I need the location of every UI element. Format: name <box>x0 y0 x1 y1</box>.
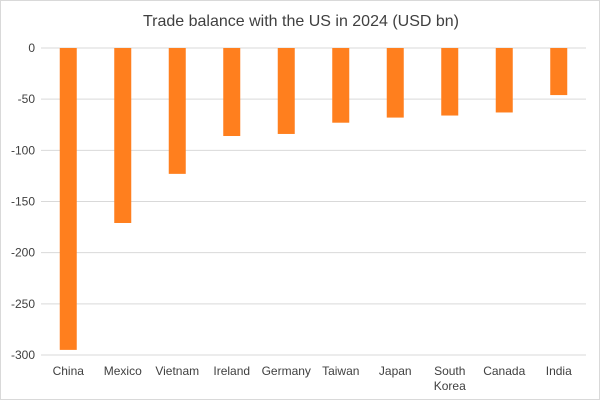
bar-mexico <box>114 48 132 223</box>
x-category-label: Mexico <box>104 364 142 378</box>
y-tick-label: -50 <box>18 92 36 106</box>
chart-title: Trade balance with the US in 2024 (USD b… <box>143 13 459 30</box>
x-axis-category-labels: China Mexico Vietnam Ireland Germany Taiwan Ja… <box>53 364 573 393</box>
y-tick-label: 0 <box>28 41 35 55</box>
bar-germany <box>277 48 295 134</box>
y-tick-label: -250 <box>11 297 35 311</box>
x-category-label: Canada <box>483 364 525 378</box>
x-category-label: India <box>546 364 572 378</box>
y-tick-label: -150 <box>11 195 35 209</box>
bar-india <box>550 48 568 96</box>
bar-taiwan <box>332 48 350 123</box>
bars <box>59 48 568 350</box>
y-tick-label: -200 <box>11 246 35 260</box>
bar-ireland <box>223 48 241 137</box>
bar-canada <box>495 48 513 113</box>
x-category-label: Ireland <box>213 364 250 378</box>
bar-vietnam <box>168 48 186 174</box>
x-category-label: Japan <box>379 364 412 378</box>
bar-japan <box>386 48 404 118</box>
bar-china <box>59 48 77 350</box>
x-category-label: Taiwan <box>322 364 359 378</box>
x-category-label: China <box>53 364 85 378</box>
x-category-label: Germany <box>262 364 311 378</box>
x-category-label: South Korea <box>434 364 466 393</box>
x-category-label: Vietnam <box>155 364 199 378</box>
bar-south-korea <box>441 48 459 116</box>
y-tick-label: -300 <box>11 348 35 362</box>
y-tick-label: -100 <box>11 143 35 157</box>
y-axis-tick-labels: 0 -50 -100 -150 -200 -250 -300 <box>11 41 35 362</box>
gridlines <box>41 47 586 356</box>
